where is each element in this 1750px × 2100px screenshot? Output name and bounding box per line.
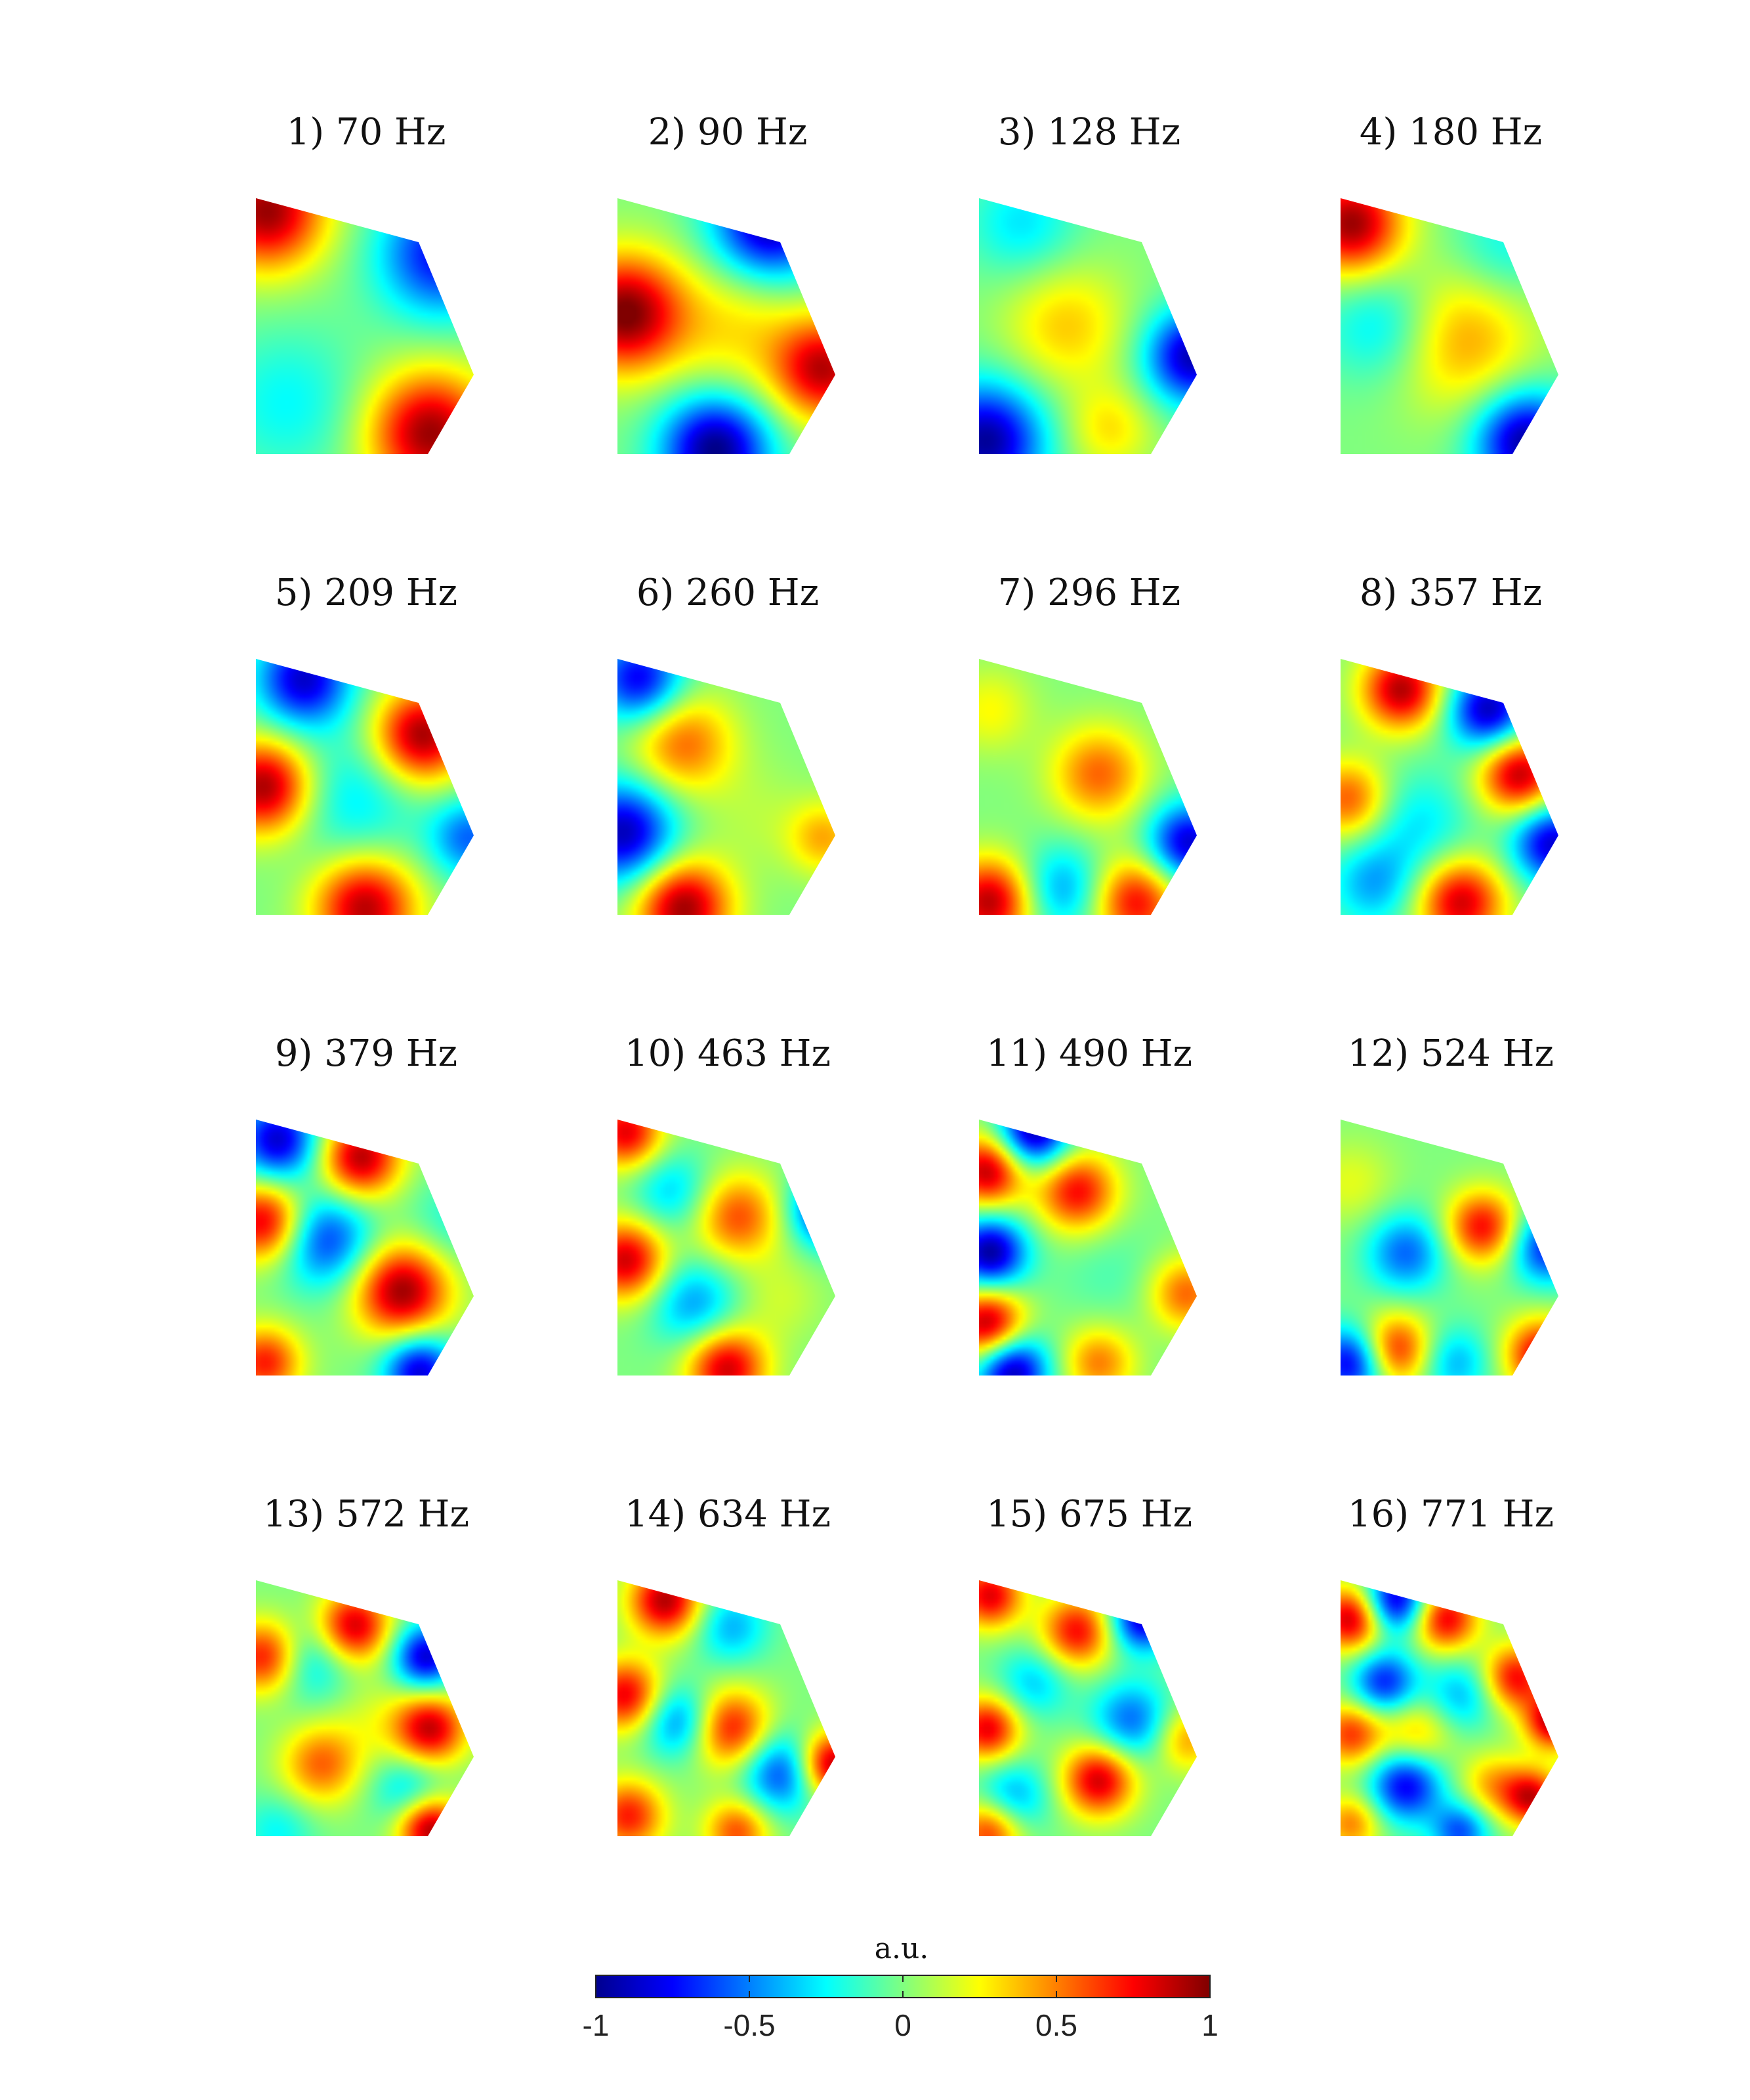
panel-title: 13) 572 Hz <box>263 1493 469 1536</box>
panel-title: 4) 180 Hz <box>1360 111 1542 154</box>
panel-title: 12) 524 Hz <box>1348 1032 1554 1075</box>
mode-panel: 14) 634 Hz <box>617 1493 835 1836</box>
panel-title: 3) 128 Hz <box>998 111 1180 154</box>
panel-title: 6) 260 Hz <box>636 572 819 614</box>
mode-shape-field <box>979 1580 1197 1836</box>
mode-panel: 4) 180 Hz <box>1341 111 1558 454</box>
colorbar-tick-label: -0.5 <box>723 2008 775 2042</box>
mode-shape-field <box>979 659 1197 915</box>
mode-shape-field <box>1341 198 1558 454</box>
mode-panel: 6) 260 Hz <box>617 572 835 915</box>
mode-panel: 7) 296 Hz <box>979 572 1197 915</box>
mode-shape-field <box>256 1120 474 1376</box>
mode-shape-field <box>1341 1580 1558 1836</box>
panel-title: 8) 357 Hz <box>1360 572 1542 614</box>
panel-title: 2) 90 Hz <box>648 111 808 154</box>
mode-shape-grid: 1) 70 Hz 2) 90 Hz 3) 128 Hz 4) 180 Hz 5) 209… <box>256 111 1558 1836</box>
colorbar: a.u. -1 -0.5 0 0.5 1 <box>583 1932 1219 2042</box>
mode-shape-field <box>617 659 835 915</box>
panel-title: 5) 209 Hz <box>275 572 457 614</box>
mode-shape-field <box>1341 1120 1558 1376</box>
mode-panel: 12) 524 Hz <box>1341 1032 1558 1376</box>
colorbar-ticks: -1 -0.5 0 0.5 1 <box>583 1975 1219 2042</box>
mode-shape-field <box>617 198 835 454</box>
panel-title: 9) 379 Hz <box>275 1032 457 1075</box>
mode-shape-field <box>1341 659 1558 915</box>
mode-shape-field <box>617 1120 835 1376</box>
colorbar-tick-label: -1 <box>583 2008 610 2042</box>
mode-shape-field <box>979 1120 1197 1376</box>
mode-shape-field <box>979 198 1197 454</box>
colorbar-tick-label: 1 <box>1201 2008 1219 2042</box>
colorbar-tick-label: 0 <box>894 2008 911 2042</box>
mode-panel: 2) 90 Hz <box>617 111 835 454</box>
mode-shape-field <box>256 198 474 454</box>
panel-title: 1) 70 Hz <box>287 111 446 154</box>
mode-panel: 3) 128 Hz <box>979 111 1197 454</box>
mode-panel: 1) 70 Hz <box>256 111 474 454</box>
mode-panel: 13) 572 Hz <box>256 1493 474 1836</box>
panel-title: 7) 296 Hz <box>998 572 1180 614</box>
panel-title: 10) 463 Hz <box>625 1032 831 1075</box>
mode-shape-field <box>256 1580 474 1836</box>
mode-shape-field <box>617 1580 835 1836</box>
mode-panel: 8) 357 Hz <box>1341 572 1558 915</box>
panel-title: 11) 490 Hz <box>986 1032 1192 1075</box>
mode-panel: 15) 675 Hz <box>979 1493 1197 1836</box>
mode-panel: 16) 771 Hz <box>1341 1493 1558 1836</box>
mode-panel: 9) 379 Hz <box>256 1032 474 1376</box>
mode-shape-field <box>256 659 474 915</box>
mode-panel: 11) 490 Hz <box>979 1032 1197 1376</box>
mode-panel: 10) 463 Hz <box>617 1032 835 1376</box>
panel-title: 14) 634 Hz <box>625 1493 831 1536</box>
colorbar-label: a.u. <box>875 1932 929 1965</box>
colorbar-tick-label: 0.5 <box>1035 2008 1077 2042</box>
panel-title: 15) 675 Hz <box>986 1493 1192 1536</box>
mode-panel: 5) 209 Hz <box>256 572 474 915</box>
panel-title: 16) 771 Hz <box>1348 1493 1554 1536</box>
